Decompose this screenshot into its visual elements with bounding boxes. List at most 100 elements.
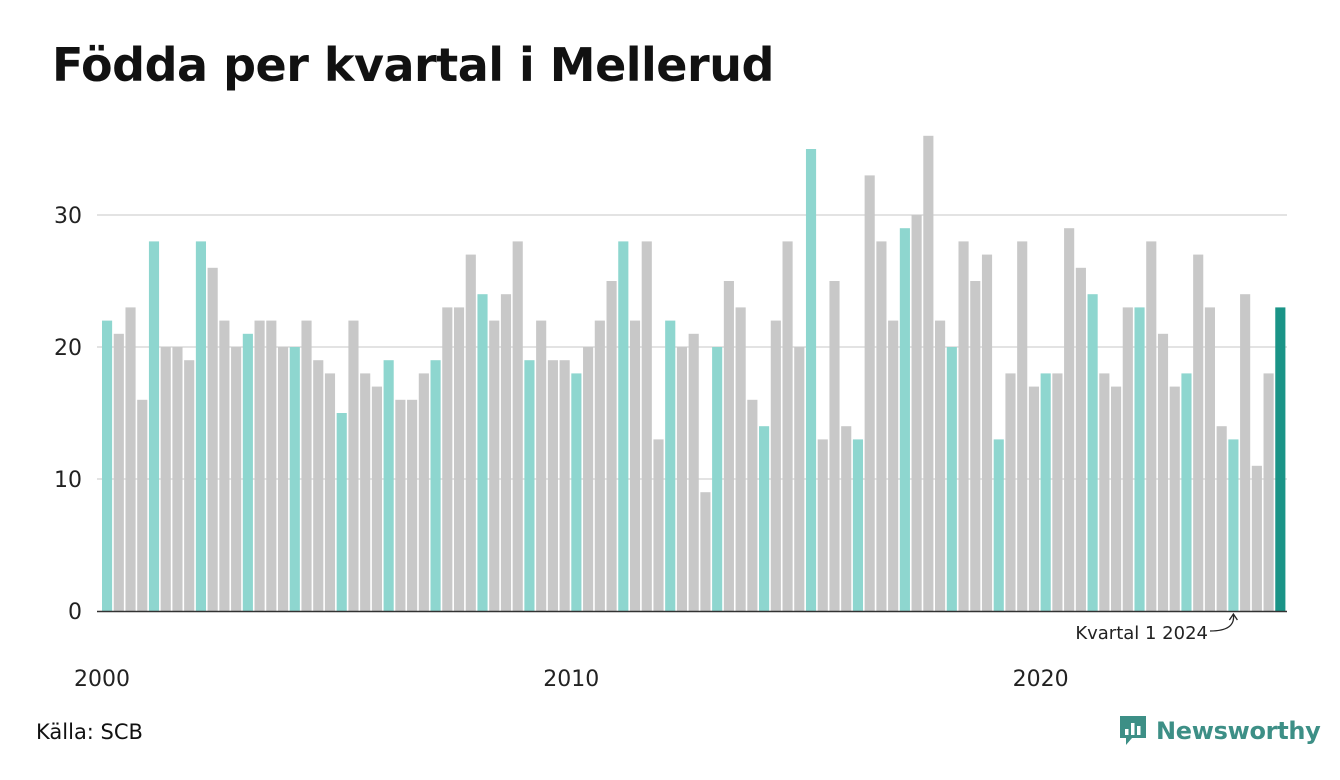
bar <box>371 386 382 611</box>
bar <box>852 439 864 611</box>
bar <box>453 307 465 611</box>
bar <box>688 333 699 611</box>
bar <box>700 492 711 611</box>
bar <box>676 347 688 611</box>
bar <box>242 333 253 611</box>
bar <box>125 307 136 611</box>
bar <box>559 360 570 611</box>
bar <box>1146 241 1157 611</box>
bar <box>148 241 160 611</box>
bar <box>759 426 770 611</box>
bar <box>1087 294 1098 611</box>
bar <box>665 320 676 611</box>
y-tick-label: 0 <box>68 600 82 625</box>
bar <box>360 373 371 611</box>
bar <box>195 241 206 611</box>
bar <box>1228 439 1239 611</box>
bar <box>442 307 453 611</box>
annotation-arrowhead <box>1228 612 1238 621</box>
brand-logo: Newsworthy <box>1118 713 1321 749</box>
bar <box>1111 386 1122 611</box>
bar <box>993 439 1004 611</box>
annotation-label: Kvartal 1 2024 <box>1075 623 1208 644</box>
bar <box>547 360 558 611</box>
bar <box>970 281 981 611</box>
chart-bubble-icon <box>1120 716 1146 745</box>
bar <box>1204 307 1216 611</box>
brand-name: Newsworthy <box>1156 717 1321 745</box>
bar <box>735 307 746 611</box>
bar <box>430 360 441 611</box>
bar <box>888 320 899 611</box>
bar <box>606 281 617 611</box>
bar <box>102 320 113 611</box>
bar <box>911 215 922 611</box>
bar <box>594 320 605 611</box>
bar <box>653 439 664 611</box>
bar <box>829 281 840 611</box>
bar <box>712 347 723 611</box>
bar <box>1263 373 1274 611</box>
bar <box>184 360 195 611</box>
bar <box>805 149 817 611</box>
bar <box>1193 254 1204 611</box>
bar <box>418 373 429 611</box>
y-tick-label: 30 <box>54 204 82 229</box>
bar <box>277 347 289 611</box>
page-title: Födda per kvartal i Mellerud <box>52 38 774 92</box>
bar <box>876 241 887 611</box>
bar <box>1157 333 1169 611</box>
bar <box>524 360 535 611</box>
bar <box>324 373 336 611</box>
bar <box>1216 426 1227 611</box>
bar <box>395 399 406 611</box>
bar <box>1028 386 1040 611</box>
bar <box>899 228 910 611</box>
bar <box>407 399 418 611</box>
bar <box>1064 228 1075 611</box>
bar <box>981 254 993 611</box>
bar <box>231 347 242 611</box>
bar <box>219 320 230 611</box>
bar <box>254 320 265 611</box>
y-tick-label: 20 <box>54 336 82 361</box>
bar <box>500 294 512 611</box>
bar <box>172 347 183 611</box>
bar <box>935 320 946 611</box>
bar <box>618 241 629 611</box>
bars <box>102 135 1286 612</box>
bar <box>1251 465 1262 611</box>
bar <box>946 347 957 611</box>
bar <box>266 320 277 611</box>
y-tick-label: 10 <box>54 468 82 493</box>
bar <box>289 347 300 611</box>
bar <box>1240 294 1251 611</box>
bar <box>137 399 148 611</box>
annotation: Kvartal 1 2024 <box>1075 612 1238 644</box>
bar <box>1052 373 1063 611</box>
bar <box>782 241 793 611</box>
bar <box>629 320 641 611</box>
bar <box>313 360 324 611</box>
bar <box>864 175 875 611</box>
bar <box>1134 307 1145 611</box>
bar <box>958 241 969 611</box>
bar <box>383 360 394 611</box>
bar <box>113 333 124 611</box>
bar <box>923 135 934 612</box>
bar <box>207 267 218 611</box>
x-tick-label: 2010 <box>543 667 599 692</box>
bar <box>1075 267 1086 611</box>
bar <box>770 320 781 611</box>
bar <box>1275 307 1286 611</box>
source-label: Källa: SCB <box>36 720 143 744</box>
bar <box>794 347 805 611</box>
bar <box>1099 373 1110 611</box>
bar <box>336 413 347 611</box>
bar <box>817 439 828 611</box>
bar <box>465 254 476 611</box>
bar <box>1005 373 1016 611</box>
bar <box>723 281 734 611</box>
bar <box>348 320 359 611</box>
bar <box>747 399 758 611</box>
